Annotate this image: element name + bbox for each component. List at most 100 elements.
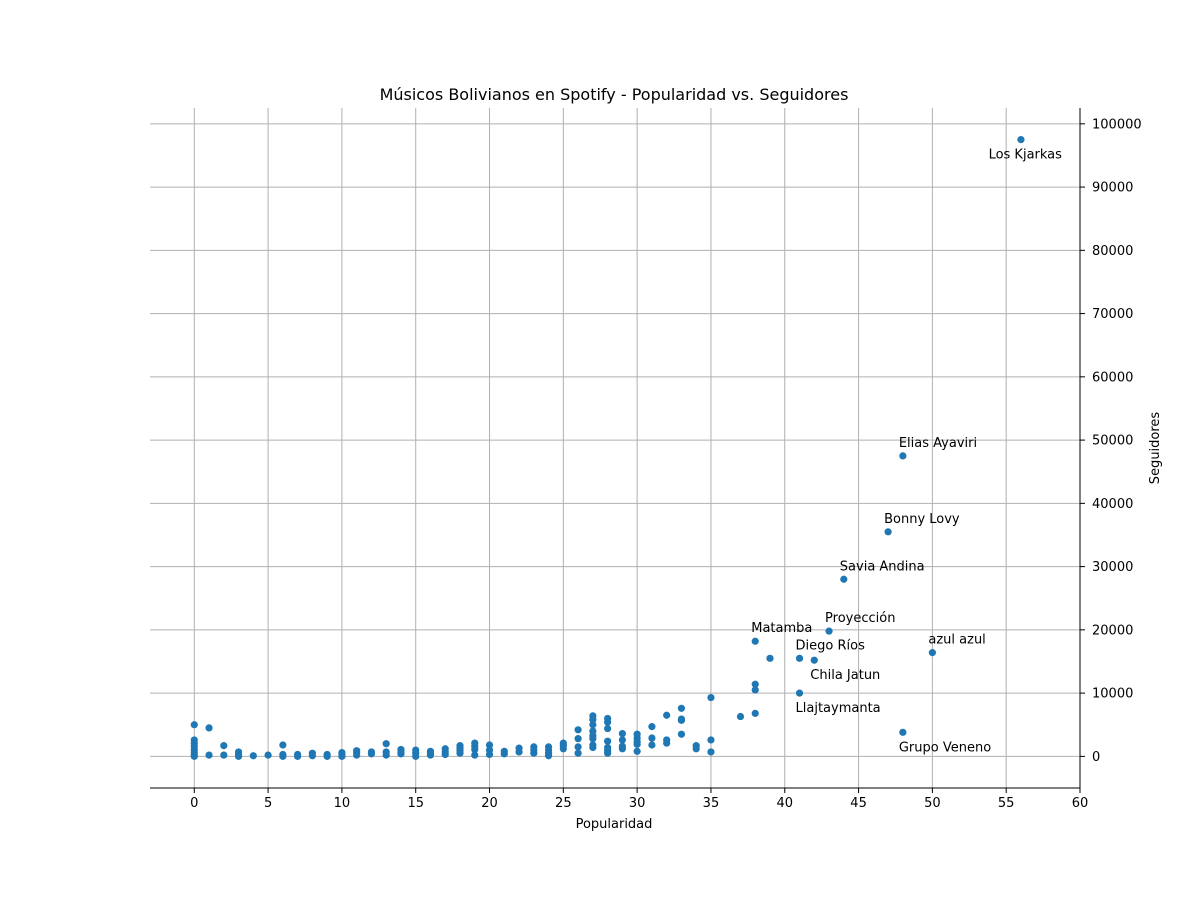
scatter-point: [736, 712, 745, 721]
scatter-point: [589, 721, 597, 729]
annotation-label: Proyección: [825, 611, 895, 626]
x-tick-label: 40: [776, 796, 793, 811]
scatter-point: [190, 721, 198, 729]
axis-ticks: 0 5 10 15 20 25 30 35 40 45 50 55 60 0 10000 20000 30000…: [190, 117, 1141, 811]
scatter-point: [574, 743, 582, 751]
scatter-point: [648, 723, 656, 731]
x-tick-label: 25: [555, 796, 572, 811]
y-tick-label: 50000: [1092, 434, 1133, 449]
scatter-point: [456, 749, 464, 757]
x-tick-label: 45: [850, 796, 867, 811]
annotation-label: Matamba: [751, 621, 812, 636]
x-tick-label: 60: [1072, 796, 1089, 811]
scatter-point: [810, 656, 818, 664]
scatter-point: [751, 680, 759, 688]
annotation-label: Grupo Veneno: [899, 740, 991, 755]
annotation-label: Diego Ríos: [796, 638, 866, 653]
annotation-label: Los Kjarkas: [989, 148, 1063, 163]
scatter-point: [648, 734, 656, 742]
axes-spines: [150, 108, 1081, 789]
scatter-point: [485, 750, 494, 759]
scatter-point: [1017, 136, 1025, 144]
scatter-point: [633, 740, 641, 748]
scatter-point: [367, 750, 376, 758]
scatter-point: [323, 752, 331, 760]
annotation-label: Savia Andina: [840, 559, 925, 574]
scatter-point: [795, 654, 804, 662]
y-tick-label: 30000: [1092, 560, 1133, 575]
x-tick-label: 10: [334, 796, 351, 811]
scatter-point: [249, 752, 257, 760]
scatter-point: [692, 745, 700, 753]
y-tick-label: 70000: [1092, 307, 1133, 322]
scatter-point: [840, 575, 848, 583]
scatter-point: [604, 718, 612, 726]
scatter-point: [471, 745, 479, 754]
scatter-point: [618, 745, 626, 753]
x-tick-label: 0: [190, 796, 198, 811]
chart-title: Músicos Bolivianos en Spotify - Populari…: [380, 85, 849, 104]
x-tick-label: 15: [407, 796, 424, 811]
scatter-point: [707, 748, 715, 756]
scatter-point: [382, 751, 390, 759]
scatter-point: [190, 752, 198, 760]
scatter-point: [604, 724, 612, 733]
scatter-point: [220, 751, 228, 759]
scatter-point: [264, 751, 272, 759]
scatter-point: [559, 745, 567, 753]
scatter-point: [544, 752, 553, 760]
scatter-point: [500, 750, 508, 758]
scatter-point: [205, 724, 213, 732]
scatter-point: [234, 752, 243, 760]
x-axis-label: Popularidad: [576, 817, 653, 832]
scatter-point: [677, 716, 686, 724]
scatter-point: [618, 730, 626, 738]
scatter-point: [677, 730, 686, 738]
scatter-point: [751, 686, 759, 694]
scatter-point: [485, 741, 494, 749]
y-tick-label: 0: [1092, 750, 1100, 765]
scatter-point: [707, 736, 715, 744]
scatter-point: [751, 709, 759, 717]
scatter-point: [412, 752, 420, 760]
scatter-point: [928, 649, 936, 657]
y-tick-label: 60000: [1092, 370, 1133, 385]
scatter-point: [353, 751, 361, 759]
x-tick-label: 55: [998, 796, 1015, 811]
scatter-point: [899, 452, 907, 460]
scatter-point: [589, 735, 597, 743]
scatter-point: [279, 752, 287, 760]
scatter-point: [604, 737, 612, 745]
scatter-point: [589, 743, 597, 752]
scatter-point: [633, 747, 641, 755]
scatter-point: [471, 751, 479, 759]
scatter-point: [604, 749, 612, 757]
y-tick-label: 20000: [1092, 623, 1133, 638]
scatter-point: [751, 637, 759, 645]
y-tick-label: 90000: [1092, 181, 1133, 196]
scatter-point: [530, 749, 538, 757]
scatter-point: [574, 749, 582, 757]
scatter-point: [589, 716, 597, 724]
x-tick-label: 35: [703, 796, 720, 811]
scatter-point: [338, 752, 346, 760]
x-tick-label: 50: [924, 796, 941, 811]
y-tick-label: 10000: [1092, 687, 1133, 702]
scatter-point: [766, 654, 774, 662]
scatter-point: [397, 750, 405, 758]
scatter-point: [441, 750, 449, 759]
scatter-point: [707, 693, 715, 702]
data-points: [190, 136, 1025, 760]
scatter-point: [308, 752, 316, 760]
scatter-point: [663, 711, 671, 719]
annotation-label: Chila Jatun: [810, 668, 880, 683]
scatter-point: [574, 726, 582, 734]
annotation-label: Bonny Lovy: [884, 512, 960, 527]
y-tick-label: 100000: [1092, 117, 1142, 132]
scatter-point: [426, 751, 435, 759]
annotation-label: Elias Ayaviri: [899, 436, 977, 451]
x-tick-label: 5: [264, 796, 272, 811]
scatter-point: [574, 735, 582, 743]
scatter-point: [515, 748, 523, 756]
